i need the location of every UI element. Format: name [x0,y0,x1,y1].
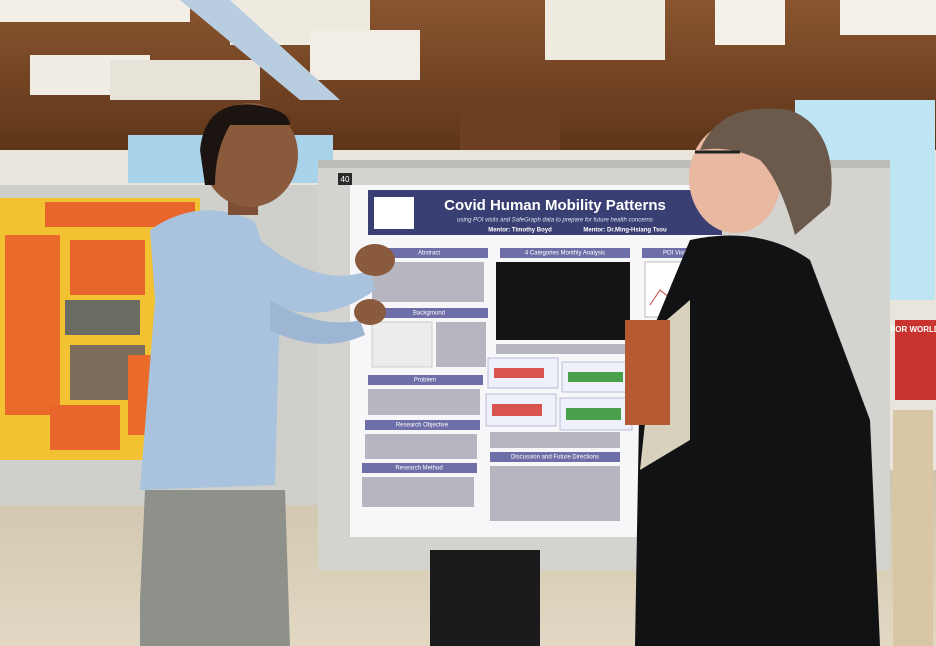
poster-title: Covid Human Mobility Patterns [444,197,666,214]
poster-subtitle: using POI visits and SafeGraph data to p… [457,218,653,224]
section-header: 4 Categories Monthly Analysis [525,251,605,257]
poster-mentor: Mentor: Dr.Ming-Hsiang Tsou [583,228,667,234]
poster-mentor: Mentor: Timothy Boyd [488,228,552,234]
section-header: Problem [414,378,436,384]
section-header: Background [413,311,445,317]
research-poster: Covid Human Mobility Patterns using POI … [350,185,722,537]
person-presenter [140,103,395,646]
section-header: Research Method [395,466,442,472]
person-visitor [430,108,880,646]
section-header: Abstract [418,251,440,257]
board-number: 40 [341,175,350,184]
section-header: Discussion and Future Directions [511,455,599,461]
section-header: POI Visits and [663,251,701,257]
side-sign: FOR WORLD [890,320,936,646]
side-sign-text: FOR WORLD [890,325,936,334]
section-header: Research Objective [396,423,449,429]
